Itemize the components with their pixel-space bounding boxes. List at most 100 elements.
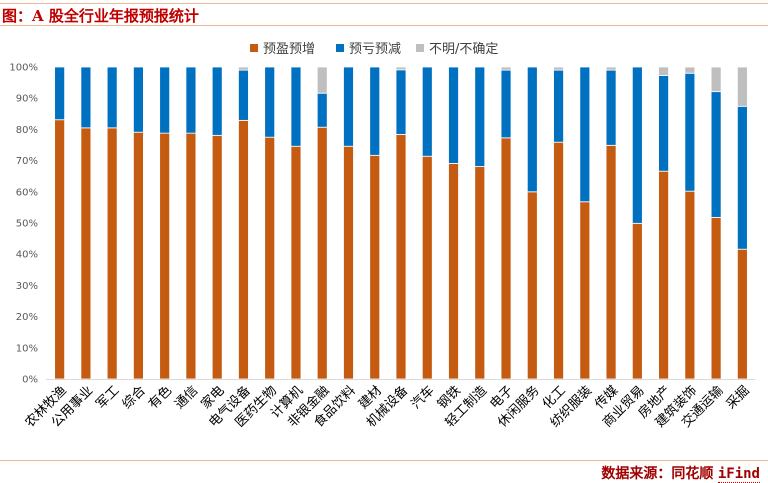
bar-segment-loss-down [211,66,223,136]
bar-segment-loss-down [54,66,66,121]
bar-segment-profit-up [290,145,302,380]
bar-segment-profit-up [106,127,118,380]
legend: 预盈预增 预亏预减 不明/不确定 [250,42,498,57]
bar-segment-loss-down [290,66,302,147]
y-tick-label: 10% [16,343,38,354]
bar-segment-profit-up [264,136,276,380]
bar-segment-loss-down [369,66,381,156]
legend-swatch-0 [250,44,258,52]
bar-segment-profit-up [448,163,459,380]
source-footer: 数据来源：同花顺 iFind [601,463,760,483]
legend-label-2: 不明/不确定 [429,42,498,57]
bar-segment-loss-down [500,69,512,139]
y-tick-label: 50% [16,219,38,230]
bar-segment-uncertain [710,66,722,93]
bar-segment-uncertain [316,66,328,94]
bar-segment-uncertain [500,66,512,71]
bar-segment-profit-up [658,170,669,380]
title-top-rule [0,3,768,4]
y-tick-label: 80% [16,125,38,136]
y-tick-label: 60% [16,187,38,198]
bar-segment-uncertain [684,66,696,74]
bars [54,66,748,380]
legend-swatch-2 [416,44,424,52]
x-category-label: 采掘 [724,383,753,412]
bar-segment-profit-up [211,134,223,380]
bar-segment-profit-up [421,155,433,380]
bar-segment-profit-up [684,190,696,380]
y-tick-label: 30% [16,281,38,292]
x-category-label: 军工 [93,383,122,412]
bar-segment-loss-down [159,66,171,134]
bar-segment-profit-up [710,216,722,380]
legend-swatch-1 [336,44,344,52]
bar-segment-loss-down [185,66,197,134]
x-category-label: 通信 [172,383,201,412]
bar-segment-loss-down [80,66,92,129]
bar-segment-loss-down [553,69,564,143]
y-tick-label: 40% [16,250,38,261]
title-bottom-rule [0,25,768,26]
bar-segment-loss-down [133,66,144,133]
bar-segment-loss-down [238,69,249,121]
bar-segment-profit-up [159,132,171,380]
legend-label-1: 预亏预减 [349,42,401,57]
bar-segment-profit-up [54,119,66,380]
footer-rule [0,460,768,461]
bar-segment-loss-down [474,66,486,167]
bar-segment-profit-up [316,126,328,380]
bar-segment-profit-up [605,144,617,380]
x-axis: 农林牧渔公用事业军工综合有色通信家电电气设备医药生物计算机非银金融食品饮料建材机… [23,379,755,431]
bar-segment-uncertain [605,66,617,71]
bar-segment-profit-up [80,127,92,380]
bar-segment-loss-down [658,75,669,172]
bar-segment-profit-up [526,191,538,380]
y-tick-label: 70% [16,156,38,167]
bar-segment-uncertain [395,66,407,71]
y-tick-label: 0% [22,375,38,386]
x-category-label: 综合 [120,383,149,412]
bar-segment-loss-down [526,66,538,193]
bar-segment-loss-down [395,69,407,135]
x-category-label: 汽车 [408,383,438,413]
bar-segment-loss-down [710,91,722,218]
bar-segment-uncertain [238,66,249,71]
y-axis: 0% 10% 20% 30% 40% 50% 60% 70% 80% 90% 100% [9,63,38,386]
bar-segment-loss-down [579,66,591,203]
stacked-bar-chart: 预盈预增 预亏预减 不明/不确定 0% 10% 20% 30% 40% 50% 60% 70% 80… [9,42,755,431]
y-tick-label: 100% [9,63,38,74]
figure-title: 图：A 股全行业年报预报统计 [2,7,199,25]
x-category-label: 有色 [145,383,175,413]
bar-segment-loss-down [448,66,459,164]
bar-segment-profit-up [343,145,354,380]
bar-segment-uncertain [658,66,669,76]
source-label: 数据来源： [601,466,672,482]
bar-segment-profit-up [395,133,407,380]
bar-segment-profit-up [553,141,564,380]
bar-segment-uncertain [553,66,564,71]
source-product: iFind [717,466,760,483]
legend-label-0: 预盈预增 [263,42,315,57]
bar-segment-loss-down [684,72,696,192]
y-tick-label: 20% [16,312,38,323]
bar-segment-loss-down [343,66,354,147]
bar-segment-profit-up [474,166,486,380]
bar-segment-loss-down [106,66,118,129]
bar-segment-loss-down [631,66,643,224]
bar-segment-loss-down [316,92,328,128]
bar-segment-loss-down [736,105,748,250]
source-name: 同花顺 [671,466,714,482]
y-tick-label: 90% [16,94,38,105]
bar-segment-profit-up [736,248,748,380]
bar-segment-profit-up [185,132,197,380]
bar-segment-uncertain [736,66,748,107]
bar-segment-loss-down [421,66,433,157]
bar-segment-profit-up [369,154,381,380]
bar-segment-loss-down [264,66,276,138]
bar-segment-profit-up [579,201,591,380]
bar-segment-profit-up [631,222,643,380]
bar-segment-profit-up [500,137,512,380]
bar-segment-profit-up [238,119,249,380]
bar-segment-loss-down [605,69,617,146]
bar-segment-profit-up [133,131,144,380]
